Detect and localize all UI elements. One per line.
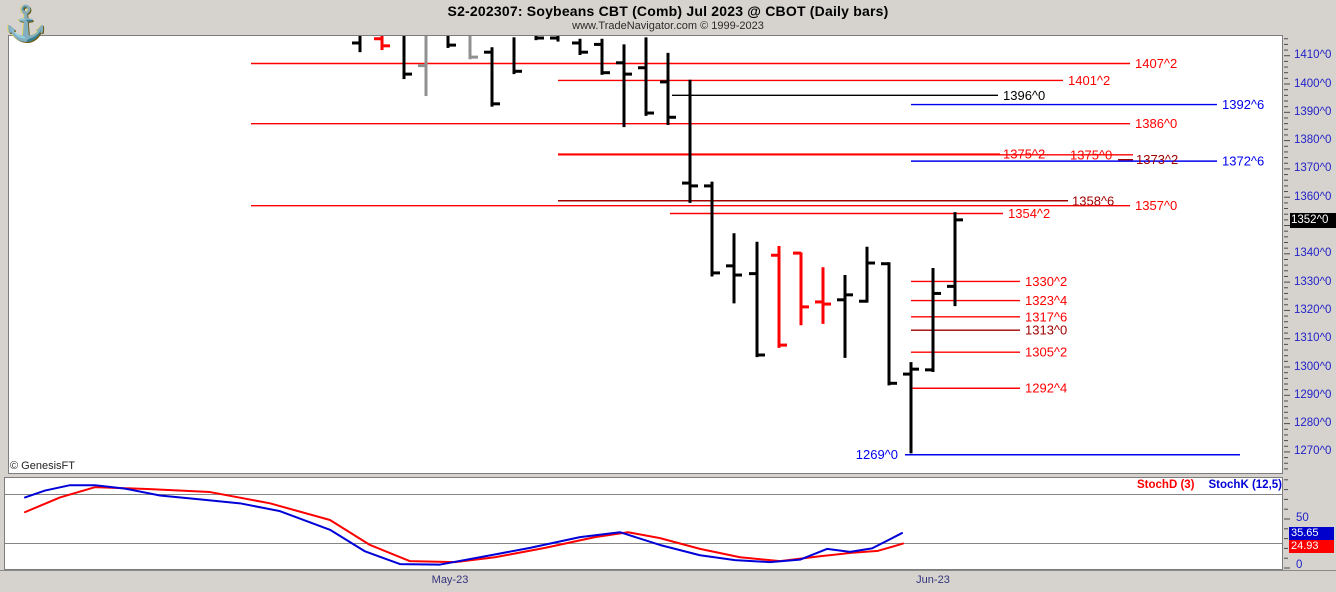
price-chart-panel[interactable] [8,35,1283,474]
chart-subtitle: www.TradeNavigator.com © 1999-2023 [572,20,764,32]
stochk-value-badge: 35.65 [1289,527,1334,540]
price-axis-label: 1310^0 [1294,332,1332,345]
stochd-legend-label: StochD (3) [1137,479,1195,491]
stoch-axis-label-50: 50 [1296,512,1309,524]
price-axis-label: 1290^0 [1294,388,1332,401]
price-axis-label: 1330^0 [1294,275,1332,288]
stochastic-panel[interactable] [4,477,1283,570]
stochastic-legend: StochD (3) StochK (12,5) [1137,479,1282,491]
genesis-watermark: © GenesisFT [10,460,75,472]
chart-title: S2-202307: Soybeans CBT (Comb) Jul 2023 … [447,3,889,19]
stochd-value-badge: 24.93 [1289,540,1334,553]
price-axis-label: 1300^0 [1294,360,1332,373]
price-axis-label: 1360^0 [1294,190,1332,203]
stochk-legend-label: StochK (12,5) [1208,479,1283,491]
price-axis-label: 1340^0 [1294,247,1332,260]
price-axis-label: 1320^0 [1294,303,1332,316]
price-axis-label: 1380^0 [1294,134,1332,147]
price-axis-label: 1370^0 [1294,162,1332,175]
x-axis-month-label: May-23 [431,574,469,586]
x-axis-month-label: Jun-23 [916,574,950,586]
axis-ticks-layer [1284,38,1290,569]
price-axis-label: 1400^0 [1294,77,1332,90]
stoch-axis-label-0: 0 [1296,559,1303,571]
x-axis-strip[interactable] [0,570,1336,592]
price-axis-label: 1280^0 [1294,417,1332,430]
last-price-badge: 1352^0 [1290,213,1336,228]
price-axis-label: 1390^0 [1294,105,1332,118]
price-axis-label: 1270^0 [1294,445,1332,458]
sextant-logo-icon: ⚓ [4,5,48,43]
price-axis-label: 1410^0 [1294,49,1332,62]
